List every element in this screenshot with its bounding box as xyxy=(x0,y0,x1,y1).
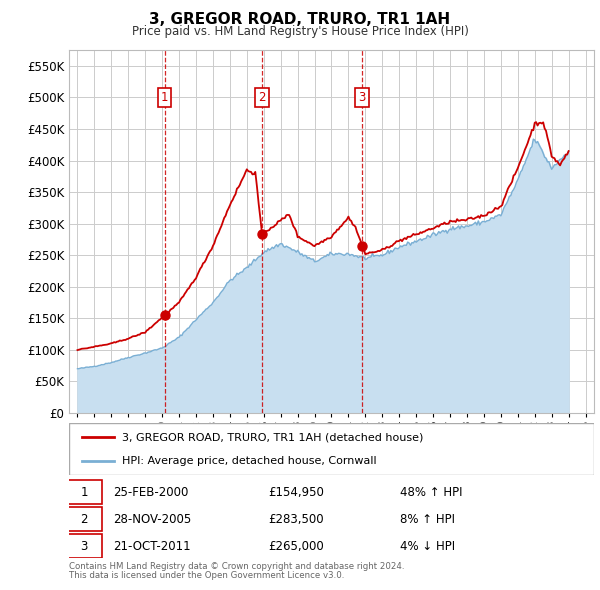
Text: £283,500: £283,500 xyxy=(269,513,324,526)
Text: Price paid vs. HM Land Registry's House Price Index (HPI): Price paid vs. HM Land Registry's House … xyxy=(131,25,469,38)
Text: 2: 2 xyxy=(259,91,266,104)
Text: 3: 3 xyxy=(80,540,88,553)
Text: £154,950: £154,950 xyxy=(269,486,325,499)
FancyBboxPatch shape xyxy=(67,535,102,558)
Text: Contains HM Land Registry data © Crown copyright and database right 2024.: Contains HM Land Registry data © Crown c… xyxy=(69,562,404,571)
Text: 1: 1 xyxy=(80,486,88,499)
Text: 48% ↑ HPI: 48% ↑ HPI xyxy=(400,486,462,499)
Text: HPI: Average price, detached house, Cornwall: HPI: Average price, detached house, Corn… xyxy=(121,456,376,466)
Text: 8% ↑ HPI: 8% ↑ HPI xyxy=(400,513,455,526)
FancyBboxPatch shape xyxy=(67,480,102,504)
FancyBboxPatch shape xyxy=(67,507,102,531)
Text: £265,000: £265,000 xyxy=(269,540,324,553)
Text: 21-OCT-2011: 21-OCT-2011 xyxy=(113,540,191,553)
Text: 3: 3 xyxy=(358,91,365,104)
Text: 3, GREGOR ROAD, TRURO, TR1 1AH (detached house): 3, GREGOR ROAD, TRURO, TR1 1AH (detached… xyxy=(121,432,423,442)
Text: This data is licensed under the Open Government Licence v3.0.: This data is licensed under the Open Gov… xyxy=(69,571,344,580)
Text: 2: 2 xyxy=(80,513,88,526)
Text: 25-FEB-2000: 25-FEB-2000 xyxy=(113,486,189,499)
Text: 1: 1 xyxy=(161,91,169,104)
Text: 4% ↓ HPI: 4% ↓ HPI xyxy=(400,540,455,553)
Text: 3, GREGOR ROAD, TRURO, TR1 1AH: 3, GREGOR ROAD, TRURO, TR1 1AH xyxy=(149,12,451,27)
Text: 28-NOV-2005: 28-NOV-2005 xyxy=(113,513,192,526)
